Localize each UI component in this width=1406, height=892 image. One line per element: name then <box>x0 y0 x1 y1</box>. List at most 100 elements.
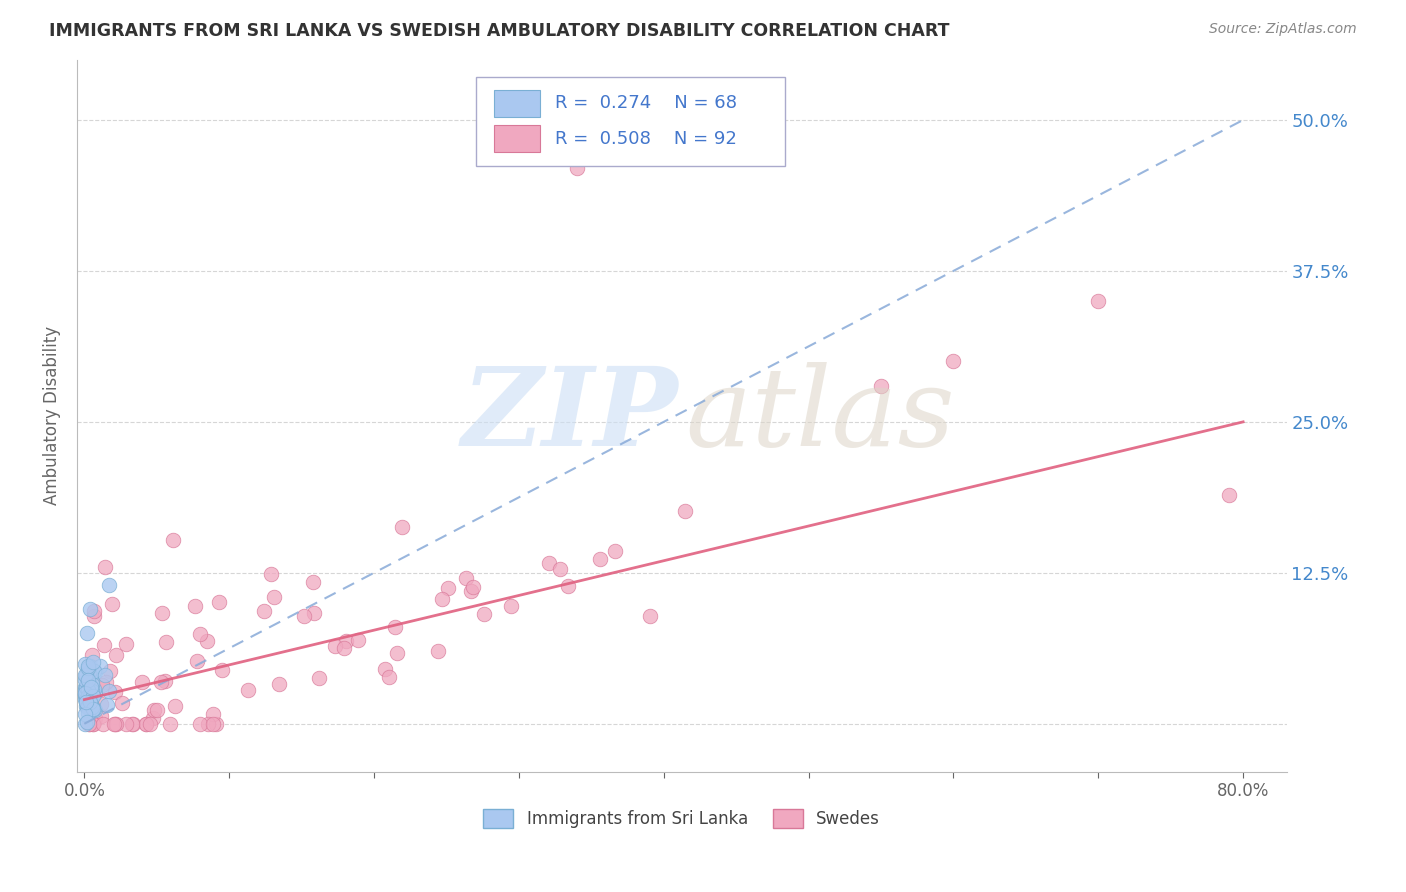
Point <box>79 689 101 703</box>
Point <box>391 520 413 534</box>
Point <box>77 716 100 731</box>
Point <box>75 680 97 694</box>
Point <box>80 673 103 688</box>
Point <box>77 661 100 675</box>
Point <box>146 703 169 717</box>
Point <box>77 658 100 673</box>
Point <box>1218 488 1240 502</box>
Point <box>202 707 225 722</box>
Point <box>186 654 208 668</box>
Point <box>82 689 104 703</box>
Text: R =  0.508    N = 92: R = 0.508 N = 92 <box>555 129 737 148</box>
Point <box>188 627 211 641</box>
Point <box>80 681 103 695</box>
Point <box>77 706 100 720</box>
FancyBboxPatch shape <box>495 89 540 117</box>
FancyBboxPatch shape <box>495 125 540 153</box>
Point <box>673 504 696 518</box>
Point <box>82 684 104 698</box>
Point <box>97 578 120 592</box>
Point <box>548 562 571 576</box>
Point <box>82 655 104 669</box>
Point <box>77 692 100 706</box>
Point <box>75 695 97 709</box>
Point <box>188 716 211 731</box>
Point <box>79 697 101 711</box>
Point <box>80 698 103 712</box>
Point <box>83 714 105 729</box>
Point <box>75 692 97 706</box>
Point <box>111 696 134 710</box>
Point <box>76 626 98 640</box>
Point <box>79 696 101 710</box>
Point <box>84 710 107 724</box>
Point <box>77 700 100 714</box>
Point <box>84 686 107 700</box>
Point <box>142 703 165 717</box>
Point <box>565 161 588 176</box>
Point <box>202 716 225 731</box>
Point <box>73 716 96 731</box>
Point <box>183 599 205 613</box>
Point <box>292 608 315 623</box>
Point <box>79 602 101 616</box>
Point <box>83 609 105 624</box>
Point <box>84 665 107 679</box>
Point <box>150 675 173 690</box>
Legend: Immigrants from Sri Lanka, Swedes: Immigrants from Sri Lanka, Swedes <box>477 803 887 835</box>
Point <box>83 682 105 697</box>
Point <box>378 670 401 684</box>
Point <box>135 716 157 731</box>
Point <box>77 693 100 707</box>
Point <box>91 677 114 691</box>
Point <box>73 686 96 700</box>
Point <box>537 557 560 571</box>
Point <box>83 665 105 679</box>
Point <box>90 708 112 723</box>
Point <box>76 690 98 704</box>
Point <box>638 609 661 624</box>
Point <box>80 648 103 662</box>
Y-axis label: Ambulatory Disability: Ambulatory Disability <box>44 326 60 506</box>
Point <box>1087 294 1109 309</box>
Point <box>122 716 145 731</box>
Point <box>426 644 449 658</box>
Point <box>135 716 157 731</box>
Point <box>91 716 114 731</box>
Point <box>73 691 96 706</box>
Point <box>104 648 127 663</box>
Point <box>79 665 101 680</box>
Point <box>333 641 356 656</box>
Point <box>75 680 97 694</box>
Point <box>79 701 101 715</box>
Point <box>472 607 495 621</box>
Point <box>80 700 103 714</box>
Point <box>75 681 97 695</box>
Text: ZIP: ZIP <box>461 362 678 469</box>
Point <box>139 716 162 731</box>
Point <box>430 591 453 606</box>
Point <box>104 716 127 731</box>
Point <box>942 354 965 368</box>
Point <box>98 664 121 678</box>
Point <box>75 688 97 702</box>
Point <box>79 695 101 709</box>
Point <box>302 575 325 590</box>
Point <box>163 699 186 714</box>
Point <box>77 698 100 712</box>
Point <box>77 689 100 703</box>
Text: R =  0.274    N = 68: R = 0.274 N = 68 <box>555 94 737 112</box>
Point <box>197 716 219 731</box>
Point <box>603 544 626 558</box>
Point <box>153 673 176 688</box>
Point <box>121 716 143 731</box>
Point <box>155 635 177 649</box>
Point <box>82 716 104 731</box>
Point <box>76 699 98 714</box>
Point <box>89 658 111 673</box>
Point <box>150 607 173 621</box>
Point <box>83 703 105 717</box>
Point <box>83 702 105 716</box>
Point <box>211 664 233 678</box>
Point <box>76 676 98 690</box>
